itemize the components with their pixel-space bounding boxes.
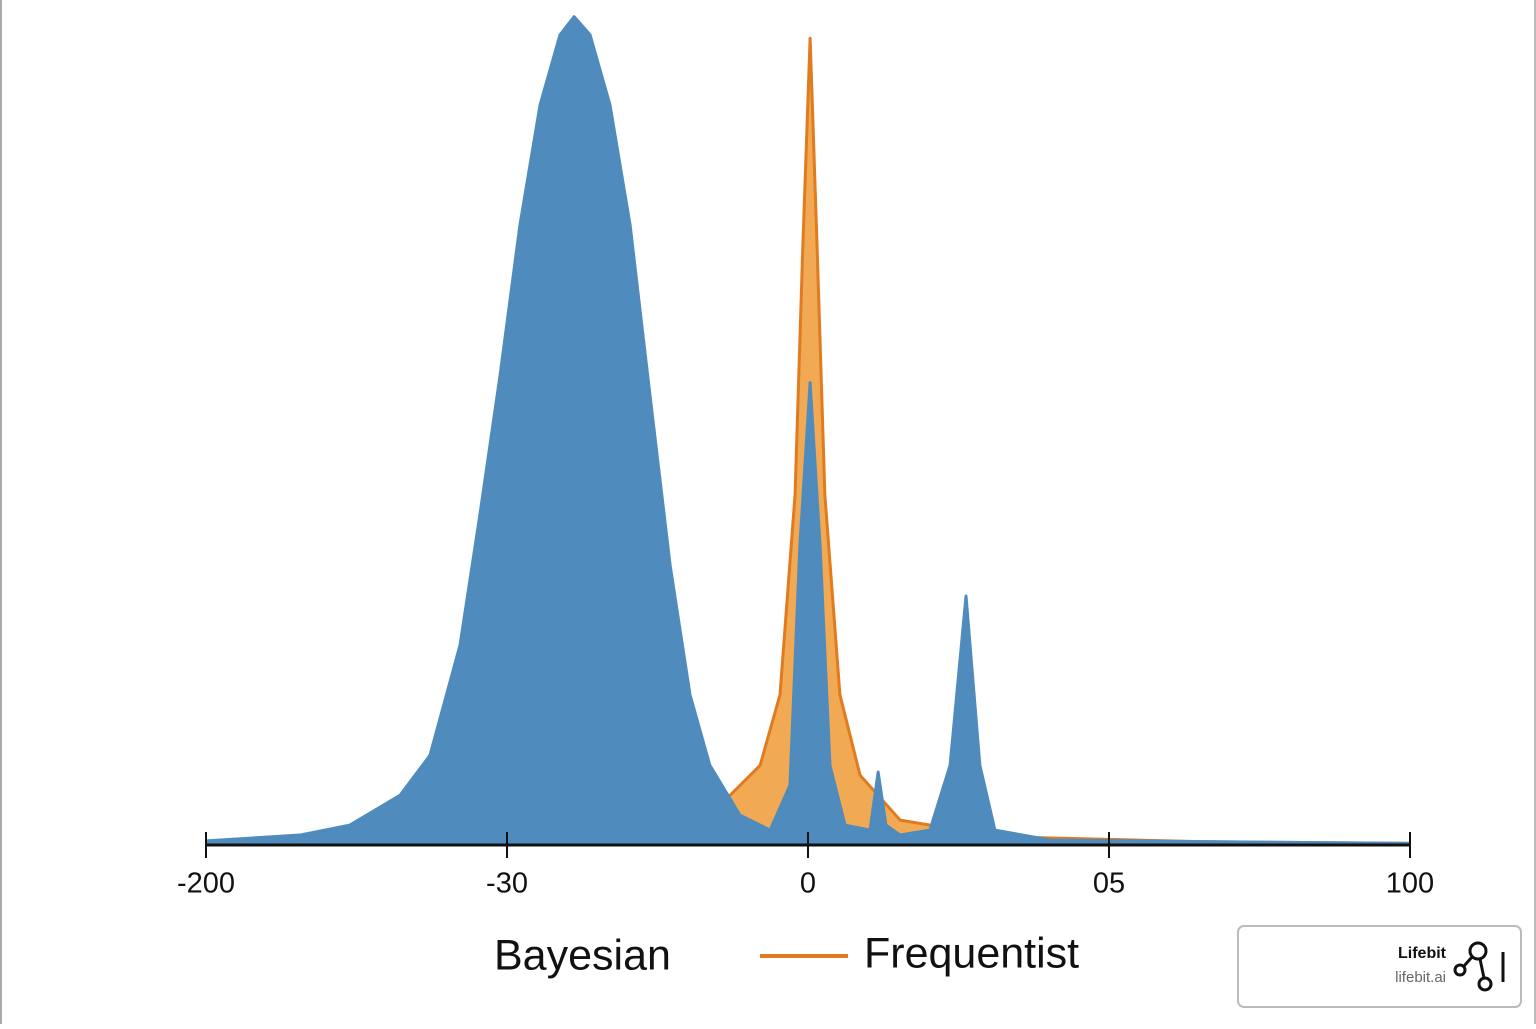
logo-icon [1453, 941, 1505, 992]
watermark-box [1237, 925, 1522, 1008]
series [205, 15, 1411, 846]
watermark-title: Lifebit [1398, 945, 1447, 962]
x-tick-label: 0 [800, 868, 816, 900]
legend-label: Frequentist [864, 929, 1079, 977]
watermark-url: lifebit.ai [1395, 969, 1446, 986]
x-tick-label: 100 [1386, 868, 1434, 900]
x-tick-label: -200 [177, 868, 235, 900]
legend-label: Bayesian [494, 931, 671, 979]
x-tick-label: 05 [1093, 868, 1125, 900]
line [205, 15, 1411, 845]
x-tick-label: -30 [486, 868, 528, 900]
watermark: Lifebit lifebit.ai [1237, 925, 1522, 1008]
